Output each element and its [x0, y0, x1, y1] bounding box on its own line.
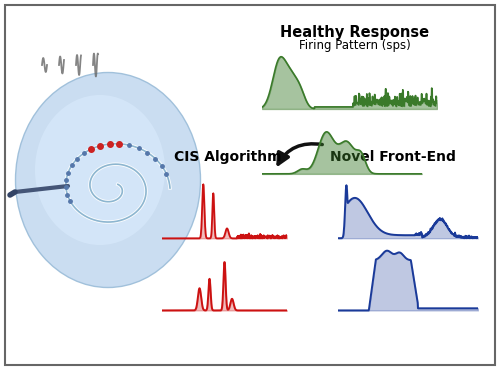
Ellipse shape: [35, 95, 165, 245]
FancyArrowPatch shape: [278, 144, 322, 164]
Ellipse shape: [16, 73, 200, 287]
Text: Healthy Response: Healthy Response: [280, 24, 430, 40]
Text: CIS Algorithm: CIS Algorithm: [174, 150, 282, 164]
Text: Firing Pattern (sps): Firing Pattern (sps): [299, 38, 411, 51]
Text: Novel Front-End: Novel Front-End: [330, 150, 456, 164]
